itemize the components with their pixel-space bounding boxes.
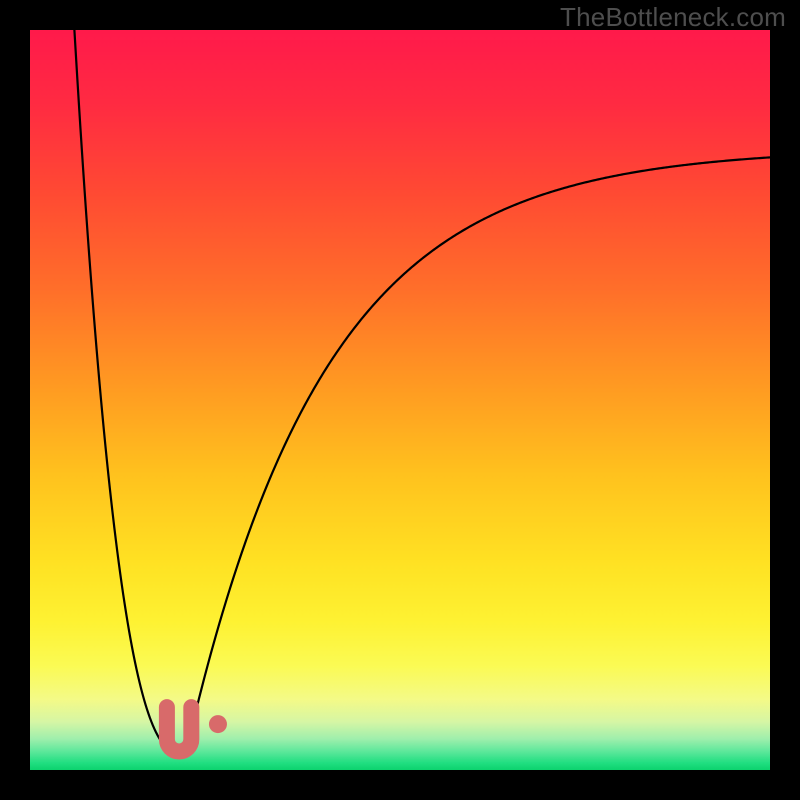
optimal-range-marker — [167, 707, 191, 751]
plot-area — [30, 30, 770, 770]
watermark-text: TheBottleneck.com — [560, 2, 786, 33]
bottleneck-curve — [30, 30, 770, 755]
marker-dot — [209, 715, 227, 733]
chart-svg — [30, 30, 770, 770]
